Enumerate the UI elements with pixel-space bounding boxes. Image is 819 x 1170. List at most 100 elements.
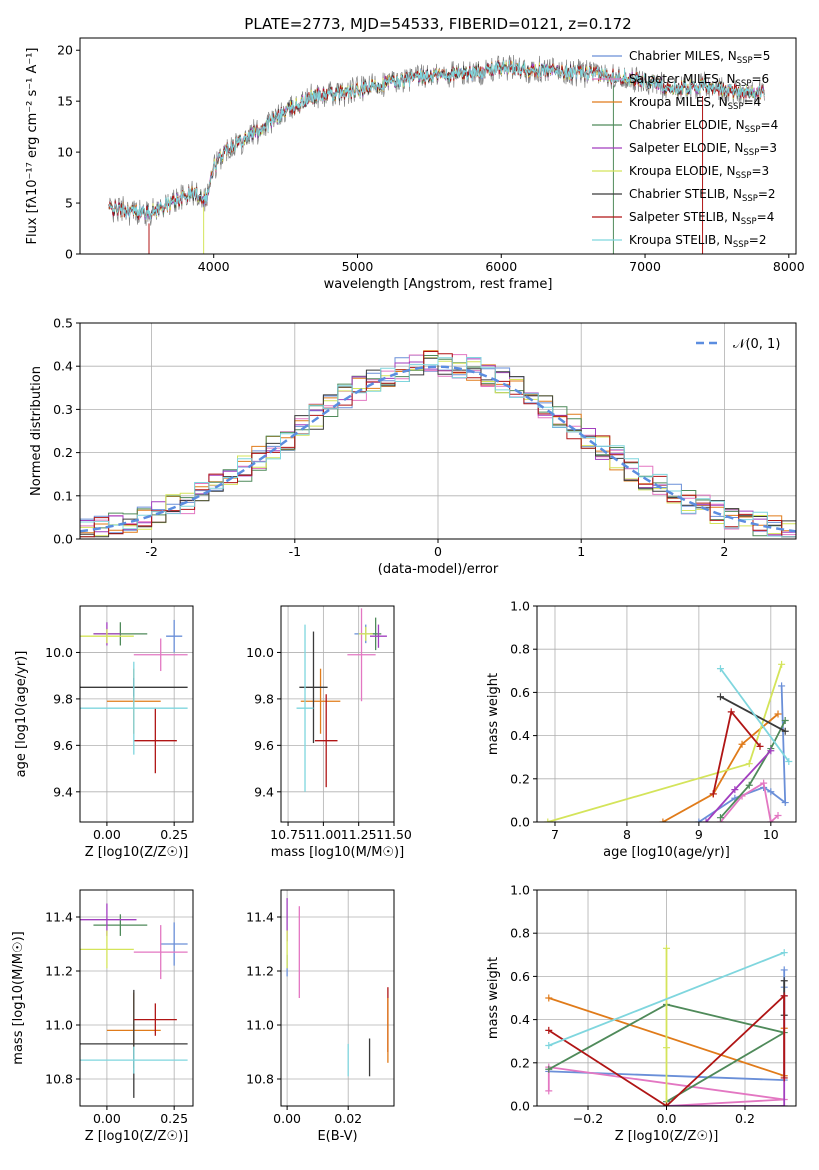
- x-axis-label: Z [log10(Z/Z☉)]: [615, 1129, 719, 1144]
- legend-subscript: SSP: [741, 217, 757, 227]
- x-axis-label: Z [log10(Z/Z☉)]: [85, 1129, 189, 1144]
- y-tick-label: 0.2: [53, 445, 73, 460]
- spectrum-legend: Chabrier MILES, NSSP=5 Salpeter MILES, NS…: [592, 49, 778, 250]
- weight-marker: [695, 818, 703, 822]
- x-tick-label: 1: [577, 544, 585, 559]
- y-tick-label: 1.0: [510, 599, 530, 614]
- plots-group: Chabrier MILES, NSSP=5 Salpeter MILES, NS…: [11, 37, 805, 1144]
- weight-marker: [731, 786, 739, 794]
- x-tick-label: 8000: [773, 259, 805, 274]
- legend-suffix: =3: [751, 164, 769, 178]
- axes-frame: [79, 889, 194, 1107]
- y-tick-label: 9.4: [53, 784, 73, 799]
- mass-weight-vs-age-axes: 7 8 9 10 0.0 0.2 0.4 0.6 0.8 1.0 age [log10(age/yr…: [486, 599, 797, 860]
- legend-suffix: =2: [758, 187, 776, 201]
- legend-subscript: SSP: [736, 79, 752, 89]
- legend-suffix: =5: [753, 49, 771, 63]
- x-axis-label: Z [log10(Z/Z☉)]: [85, 845, 189, 860]
- weight-marker: [756, 742, 764, 750]
- weight-marker: [659, 818, 667, 822]
- y-tick-label: 0.4: [53, 359, 73, 374]
- y-tick-label: 11.2: [246, 964, 274, 979]
- legend-label: Kroupa MILES, NSSP=4: [629, 95, 761, 112]
- y-tick-label: 0.5: [53, 316, 73, 331]
- legend-label: Salpeter ELODIE, NSSP=3: [629, 141, 777, 158]
- weight-marker: [781, 716, 789, 724]
- legend-suffix: =2: [749, 233, 767, 247]
- weight-marker: [545, 1042, 553, 1050]
- x-tick-label: 0.00: [93, 1111, 121, 1126]
- y-tick-label: 20: [57, 43, 73, 58]
- mass-weight-vs-age-marks: [544, 660, 793, 822]
- weight-marker: [716, 693, 724, 701]
- x-tick-label: 7000: [629, 259, 661, 274]
- x-tick-label: 0.25: [160, 1111, 188, 1126]
- y-axis-label: mass [log10(M/M☉)]: [11, 931, 26, 1064]
- y-tick-label: 0.8: [510, 642, 530, 657]
- figure-title: PLATE=2773, MJD=54533, FIBERID=0121, z=0…: [244, 15, 631, 33]
- mass-vs-ebv-axes: 0.00 0.02 10.8 11.0 11.2 11.4 E(B-V): [246, 889, 395, 1144]
- legend-subscript: SSP: [742, 194, 758, 204]
- x-tick-label: 0.25: [160, 827, 188, 842]
- x-axis-label: age [log10(age/yr)]: [603, 845, 730, 860]
- x-tick-label: 4000: [198, 259, 230, 274]
- y-tick-label: 11.4: [45, 910, 73, 925]
- y-tick-label: 0.4: [510, 728, 530, 743]
- x-tick-label: 10.75: [270, 827, 306, 842]
- x-tick-label: 6000: [485, 259, 517, 274]
- legend-label: Kroupa STELIB, NSSP=2: [629, 233, 767, 250]
- y-axis-label: mass weight: [486, 957, 501, 1039]
- y-tick-label: 11.0: [45, 1018, 73, 1033]
- legend-label: Salpeter STELIB, NSSP=4: [629, 210, 774, 227]
- mass-vs-ebv-marks: [286, 898, 389, 1077]
- x-axis-label: mass [log10(M/M☉)]: [271, 845, 404, 860]
- legend-label: Chabrier MILES, NSSP=5: [629, 49, 770, 66]
- weight-marker: [663, 944, 670, 952]
- weight-marker: [780, 949, 788, 957]
- y-axis-label: mass weight: [486, 673, 501, 755]
- y-tick-label: 0.2: [510, 1055, 530, 1070]
- weight-line: [547, 664, 783, 822]
- weight-marker: [716, 665, 724, 673]
- y-tick-label: 9.6: [254, 738, 274, 753]
- weight-marker: [780, 977, 788, 985]
- y-tick-label: 0.0: [510, 815, 530, 830]
- x-tick-label: 0.2: [735, 1111, 755, 1126]
- y-tick-label: 0: [65, 247, 73, 262]
- weight-marker: [545, 1026, 553, 1034]
- legend-subscript: SSP: [745, 125, 761, 135]
- y-tick-label: 0.0: [53, 532, 73, 547]
- weight-marker: [545, 994, 553, 1002]
- x-tick-label: 0: [434, 544, 442, 559]
- legend-subscript: SSP: [737, 56, 753, 66]
- y-tick-label: 9.8: [53, 691, 73, 706]
- weight-marker: [760, 779, 768, 787]
- y-tick-label: 10.0: [246, 645, 274, 660]
- x-tick-label: 0.00: [93, 827, 121, 842]
- axes-frame: [79, 37, 797, 255]
- legend-subscript: SSP: [733, 240, 749, 250]
- x-tick-label: 2: [720, 544, 728, 559]
- weight-line: [719, 668, 790, 763]
- x-tick-label: −0.2: [573, 1111, 603, 1126]
- age-vs-Z-marks: [80, 619, 188, 774]
- x-axis-label: wavelength [Angstrom, rest frame]: [324, 277, 553, 292]
- mass-weight-vs-Z-marks: [545, 944, 788, 1106]
- legend-label: 𝒩(0, 1): [733, 337, 780, 352]
- y-tick-label: 11.4: [246, 910, 274, 925]
- legend-suffix: =4: [757, 210, 775, 224]
- weight-marker: [778, 682, 786, 690]
- weight-marker: [780, 992, 788, 1000]
- weight-marker: [702, 818, 710, 822]
- weight-marker: [774, 812, 782, 820]
- weight-marker: [738, 740, 746, 748]
- weight-marker: [780, 966, 788, 974]
- residuals-marks: [80, 350, 796, 539]
- age-vs-mass-marks: [296, 608, 387, 792]
- y-tick-label: 10.8: [246, 1072, 274, 1087]
- x-tick-label: 8: [623, 827, 631, 842]
- weight-marker: [767, 747, 775, 755]
- y-tick-label: 1.0: [510, 883, 530, 898]
- x-tick-label: 11.25: [341, 827, 377, 842]
- weight-marker: [745, 760, 753, 768]
